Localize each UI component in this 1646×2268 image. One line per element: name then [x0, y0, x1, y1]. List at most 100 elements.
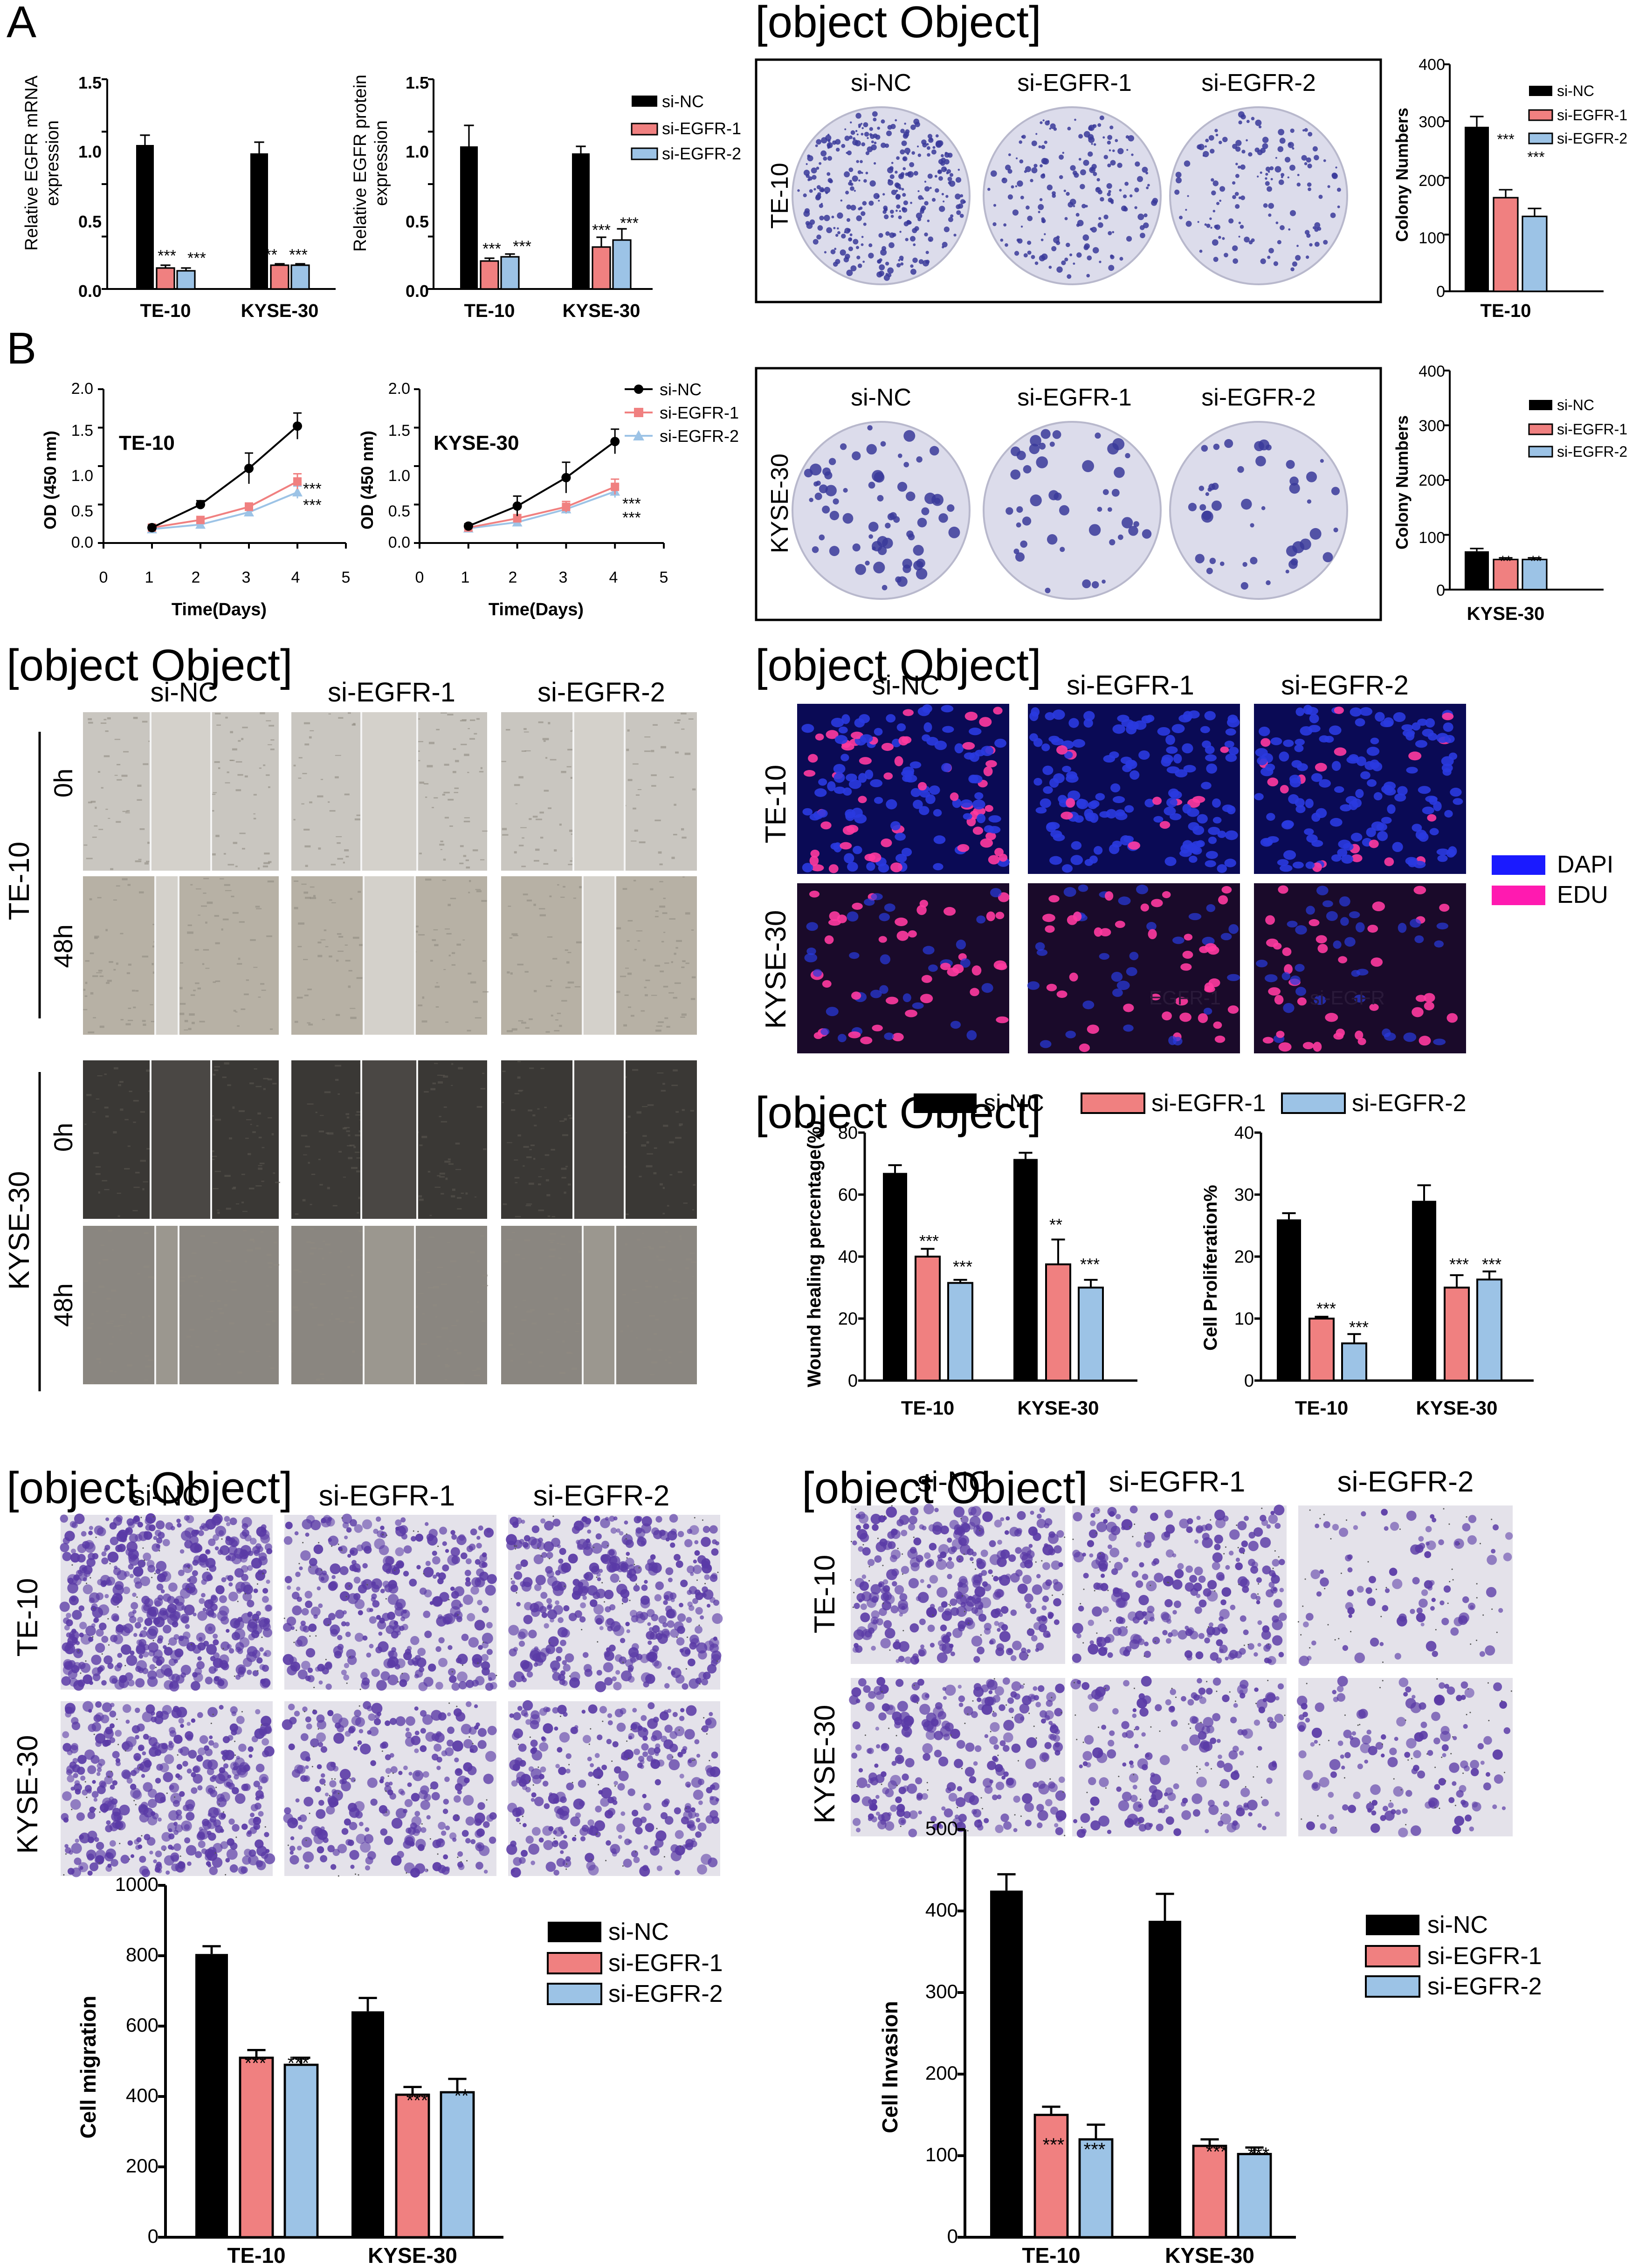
- stained-cell: [141, 1595, 150, 1605]
- cell-texture: [270, 739, 275, 741]
- colony-dot: [819, 162, 822, 165]
- cell-texture: [228, 1322, 234, 1325]
- stained-cell: [541, 1552, 547, 1558]
- cell-texture: [557, 1243, 559, 1244]
- colony-dot: [938, 513, 948, 523]
- nucleus: [1341, 854, 1353, 864]
- nucleus: [1255, 748, 1268, 757]
- y-label-f1: Wound healing percentage(%): [804, 1120, 825, 1388]
- nucleus: [1068, 718, 1079, 728]
- nucleus: [1227, 974, 1240, 981]
- cell-texture: [529, 1018, 533, 1020]
- stained-cell: [110, 1784, 115, 1790]
- cell-texture: [259, 1162, 265, 1164]
- cell-texture: [212, 1155, 217, 1157]
- cell-texture: [437, 1355, 441, 1357]
- membrane-pore: [152, 1640, 154, 1642]
- nucleus: [1351, 970, 1360, 977]
- cell-texture: [644, 986, 647, 989]
- nucleus: [1182, 950, 1193, 959]
- stained-cell: [677, 1613, 686, 1622]
- stained-cell: [72, 1609, 82, 1620]
- stained-cell: [142, 1668, 149, 1674]
- stained-cell: [478, 1645, 483, 1650]
- tick-c1-1: 100: [1419, 229, 1445, 247]
- nucleus: [909, 761, 922, 769]
- colony-dot: [887, 179, 894, 186]
- colony-dot: [1115, 139, 1118, 142]
- cell-texture: [294, 907, 298, 909]
- stained-cell: [152, 1543, 160, 1552]
- cell-texture: [211, 1310, 213, 1312]
- stained-cell: [546, 1598, 552, 1604]
- cell-texture: [432, 1082, 436, 1085]
- legend-c2: si-NC si-EGFR-1 si-EGFR-2: [1528, 397, 1627, 460]
- colony-dot: [1027, 215, 1033, 221]
- nucleus: [1295, 738, 1305, 746]
- colony-dot: [1320, 459, 1324, 463]
- stained-cell: [95, 1701, 102, 1708]
- stained-cell: [131, 1602, 138, 1610]
- cell-texture: [550, 1241, 554, 1244]
- stained-cell: [400, 1609, 410, 1619]
- chart-f2: Cell Proliferation% 0 10 20 30 40 TE-10 …: [1200, 1123, 1534, 1419]
- cell-texture: [237, 1025, 240, 1027]
- cell-texture: [329, 810, 336, 812]
- ytick-b2-4: 2.0: [388, 380, 410, 398]
- colony-dot: [1281, 173, 1285, 177]
- stained-cell: [675, 1674, 685, 1684]
- cell-texture: [255, 1351, 260, 1352]
- stained-cell: [376, 1516, 381, 1522]
- stained-cell: [362, 1519, 372, 1530]
- nucleus: [910, 788, 921, 797]
- stained-cell: [101, 1680, 107, 1686]
- stained-cell: [320, 1517, 331, 1528]
- stained-cell: [362, 1563, 368, 1569]
- colony-col-si-egfr-1-2: si-EGFR-1: [1017, 384, 1132, 411]
- stained-cell: [90, 1862, 99, 1871]
- nucleus: [806, 922, 818, 931]
- nucleus: [1384, 788, 1396, 796]
- colony-dot: [848, 181, 852, 186]
- stained-cell: [513, 1647, 518, 1652]
- legend-f-label-si-egfr-2: si-EGFR-2: [1352, 1090, 1467, 1117]
- sig-a1-3: ***: [289, 246, 308, 264]
- stained-cell: [124, 1571, 130, 1577]
- cell-texture: [566, 1352, 571, 1353]
- stained-cell: [90, 1755, 100, 1764]
- stained-cell: [286, 1616, 296, 1626]
- colony-dot: [1277, 240, 1281, 245]
- stained-cell: [667, 1620, 675, 1628]
- cell-texture: [565, 949, 568, 951]
- stained-cell: [71, 1843, 82, 1854]
- cell-texture: [346, 1145, 352, 1147]
- cell-texture: [222, 918, 229, 921]
- cell-texture: [267, 1078, 272, 1080]
- cell-texture: [116, 821, 121, 823]
- cell-texture: [345, 960, 351, 962]
- nucleus: [1292, 861, 1304, 869]
- nucleus: [954, 743, 964, 754]
- membrane-pore: [158, 1550, 160, 1552]
- cell-texture: [691, 1261, 696, 1264]
- cell-texture: [469, 1311, 474, 1313]
- cell-texture: [430, 1088, 436, 1091]
- nucleus: [1066, 771, 1077, 779]
- stained-cell: [165, 1870, 170, 1875]
- wound-row-kyse30: KYSE-30: [3, 1171, 35, 1290]
- nucleus: [1220, 933, 1232, 941]
- nucleus: [913, 799, 923, 809]
- stained-cell: [433, 1574, 437, 1579]
- nucleus: [942, 726, 954, 733]
- membrane-pore: [349, 1656, 351, 1658]
- stained-cell: [328, 1581, 337, 1591]
- cell-texture: [219, 1312, 224, 1314]
- bar-si-egfr-2: [1522, 215, 1548, 292]
- stained-cell: [313, 1544, 324, 1554]
- colony-dot: [1059, 154, 1064, 160]
- cell-texture: [660, 1183, 663, 1186]
- colony-dot: [1284, 157, 1291, 163]
- nucleus: [849, 952, 860, 959]
- nucleus: [1372, 901, 1385, 912]
- nucleus: [886, 799, 897, 810]
